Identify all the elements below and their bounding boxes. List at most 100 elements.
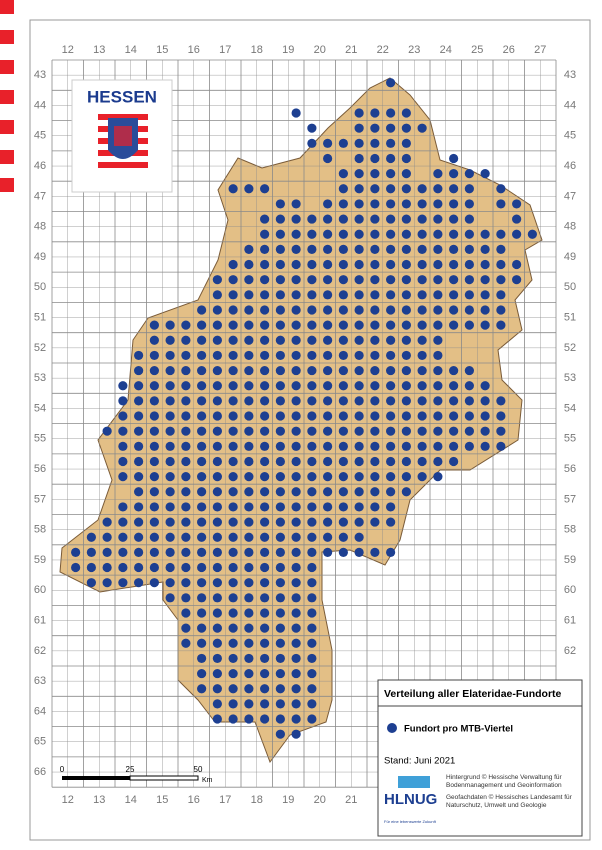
record-dot	[496, 305, 506, 315]
record-dot	[496, 320, 506, 330]
record-dot	[244, 441, 254, 451]
record-dot	[181, 456, 191, 467]
record-dot	[464, 199, 474, 209]
record-dot	[370, 138, 380, 148]
record-dot	[260, 259, 270, 270]
record-dot	[496, 259, 506, 270]
record-dot	[354, 396, 364, 406]
record-dot	[165, 350, 175, 361]
record-dot	[165, 456, 175, 467]
record-dot	[228, 517, 238, 527]
record-dot	[197, 608, 207, 618]
record-dot	[102, 517, 112, 527]
record-dot	[291, 653, 301, 664]
record-dot	[433, 169, 443, 179]
row-label: 62	[564, 645, 576, 657]
record-dot	[149, 456, 159, 467]
legend-date: Stand: Juni 2021	[384, 756, 455, 767]
record-dot	[323, 517, 333, 527]
record-dot	[354, 275, 364, 285]
record-dot	[228, 290, 238, 300]
record-dot	[370, 365, 380, 376]
record-dot	[181, 623, 191, 633]
row-label: 61	[34, 614, 46, 626]
record-dot	[401, 426, 411, 436]
record-dot	[275, 472, 285, 482]
record-dot	[370, 517, 380, 527]
row-label: 56	[564, 463, 576, 475]
record-dot	[370, 472, 380, 482]
record-dot	[260, 653, 270, 664]
row-label: 65	[34, 736, 46, 748]
record-dot	[244, 411, 254, 421]
record-dot	[275, 547, 285, 557]
record-dot	[197, 396, 207, 406]
record-dot	[149, 502, 159, 512]
record-dot	[165, 547, 175, 557]
record-dot	[291, 305, 301, 315]
record-dot	[338, 502, 348, 512]
record-dot	[291, 244, 301, 254]
record-dot	[323, 290, 333, 300]
record-dot	[181, 638, 191, 648]
record-dot	[149, 335, 159, 345]
record-dot	[102, 562, 112, 573]
record-dot	[275, 411, 285, 421]
record-dot	[260, 396, 270, 406]
record-dot	[181, 365, 191, 376]
scale-label: 50	[194, 765, 203, 774]
record-dot	[197, 487, 207, 497]
row-label: 61	[564, 614, 576, 626]
record-dot	[86, 532, 96, 542]
record-dot	[244, 472, 254, 482]
grid	[51, 59, 557, 788]
record-dot	[291, 365, 301, 376]
record-dot	[480, 244, 490, 254]
record-dot	[386, 199, 396, 209]
row-label: 59	[564, 554, 576, 566]
record-dot	[464, 214, 474, 224]
record-dot	[181, 441, 191, 451]
record-dot	[323, 365, 333, 376]
record-dot	[338, 411, 348, 421]
record-dot	[307, 517, 317, 527]
record-dot	[275, 502, 285, 512]
record-dot	[307, 502, 317, 512]
record-dot	[134, 441, 144, 451]
record-dot	[165, 578, 175, 588]
record-dot	[260, 275, 270, 285]
record-dot	[149, 562, 159, 573]
record-dot	[386, 305, 396, 315]
record-dot	[323, 305, 333, 315]
row-label: 59	[34, 554, 46, 566]
record-dot	[260, 244, 270, 254]
column-label: 18	[251, 44, 263, 56]
record-dot	[149, 472, 159, 482]
record-dot	[338, 335, 348, 345]
record-dot	[449, 381, 459, 391]
record-dot	[338, 214, 348, 224]
record-dot	[291, 487, 301, 497]
scale-label: 25	[126, 765, 135, 774]
record-dot	[338, 275, 348, 285]
record-dot	[212, 547, 222, 557]
record-dot	[165, 335, 175, 345]
record-dot	[433, 290, 443, 300]
record-dot	[212, 532, 222, 542]
record-dot	[275, 305, 285, 315]
record-dot	[401, 305, 411, 315]
record-dot	[417, 365, 427, 376]
record-dot	[212, 320, 222, 330]
column-label: 12	[62, 44, 74, 56]
record-dot	[401, 350, 411, 361]
record-dot	[323, 547, 333, 557]
record-dot	[165, 593, 175, 603]
record-dot	[134, 396, 144, 406]
record-dot	[370, 123, 380, 133]
row-label: 52	[564, 342, 576, 354]
column-label: 15	[156, 44, 168, 56]
row-label: 50	[34, 281, 46, 293]
record-dot	[386, 502, 396, 512]
record-dot	[197, 381, 207, 391]
